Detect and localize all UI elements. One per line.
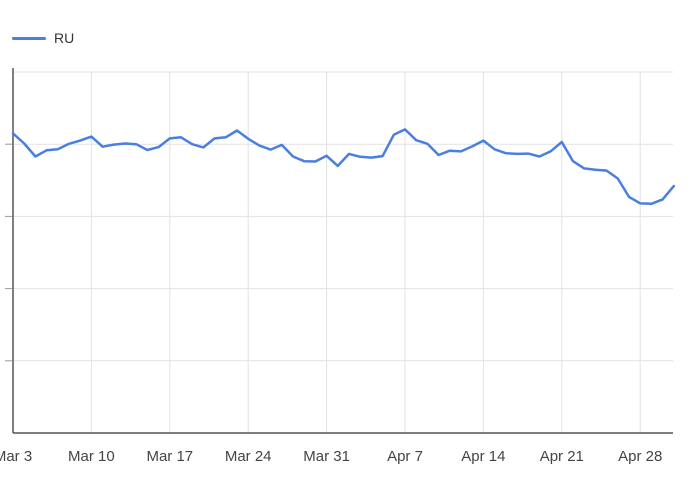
x-tick-label: Mar 3 bbox=[0, 448, 32, 465]
x-tick-label: Mar 31 bbox=[303, 448, 350, 465]
x-tick-label: Apr 14 bbox=[461, 448, 505, 465]
legend[interactable]: RU bbox=[12, 30, 74, 46]
series-layer bbox=[11, 128, 676, 206]
x-tick-label: Mar 10 bbox=[68, 448, 115, 465]
x-tick-label: Mar 17 bbox=[146, 448, 193, 465]
x-tick-label: Mar 24 bbox=[225, 448, 272, 465]
x-tick-labels: Mar 3 Mar 10 Mar 17 Mar 24 Mar 31 Apr 7 Apr 14… bbox=[0, 448, 662, 465]
legend-swatch-ru bbox=[12, 36, 46, 40]
vertical-gridlines bbox=[90, 72, 641, 433]
series-line-ru bbox=[11, 128, 676, 206]
axes bbox=[12, 68, 673, 434]
horizontal-gridlines bbox=[5, 71, 673, 434]
x-tick-label: Apr 28 bbox=[618, 448, 662, 465]
legend-label-ru: RU bbox=[54, 30, 75, 46]
x-tick-label: Apr 21 bbox=[540, 448, 584, 465]
x-tick-label: Apr 7 bbox=[387, 448, 423, 465]
